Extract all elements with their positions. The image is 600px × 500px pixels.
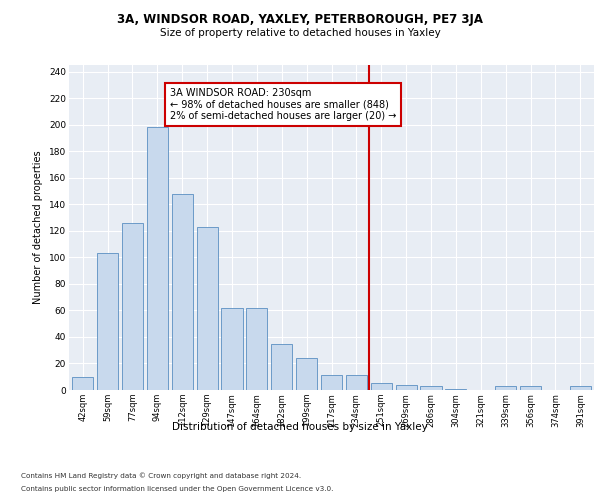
Text: 3A WINDSOR ROAD: 230sqm
← 98% of detached houses are smaller (848)
2% of semi-de: 3A WINDSOR ROAD: 230sqm ← 98% of detache… [170, 88, 396, 121]
Bar [570, 386, 591, 390]
Bar [346, 376, 367, 390]
Text: 3A, WINDSOR ROAD, YAXLEY, PETERBOROUGH, PE7 3JA: 3A, WINDSOR ROAD, YAXLEY, PETERBOROUGH, … [117, 12, 483, 26]
Text: Contains public sector information licensed under the Open Government Licence v3: Contains public sector information licen… [21, 486, 334, 492]
Bar [296, 358, 317, 390]
Text: Size of property relative to detached houses in Yaxley: Size of property relative to detached ho… [160, 28, 440, 38]
Bar [147, 128, 168, 390]
Bar [97, 254, 118, 390]
Bar [395, 384, 417, 390]
Bar [495, 386, 516, 390]
Bar [221, 308, 242, 390]
Text: Contains HM Land Registry data © Crown copyright and database right 2024.: Contains HM Land Registry data © Crown c… [21, 472, 301, 479]
Bar [271, 344, 292, 390]
Bar [371, 384, 392, 390]
Bar [122, 223, 143, 390]
Y-axis label: Number of detached properties: Number of detached properties [34, 150, 43, 304]
Bar [520, 386, 541, 390]
Bar [321, 376, 342, 390]
Text: Distribution of detached houses by size in Yaxley: Distribution of detached houses by size … [172, 422, 428, 432]
Bar [421, 386, 442, 390]
Bar [72, 376, 93, 390]
Bar [445, 388, 466, 390]
Bar [246, 308, 268, 390]
Bar [197, 227, 218, 390]
Bar [172, 194, 193, 390]
